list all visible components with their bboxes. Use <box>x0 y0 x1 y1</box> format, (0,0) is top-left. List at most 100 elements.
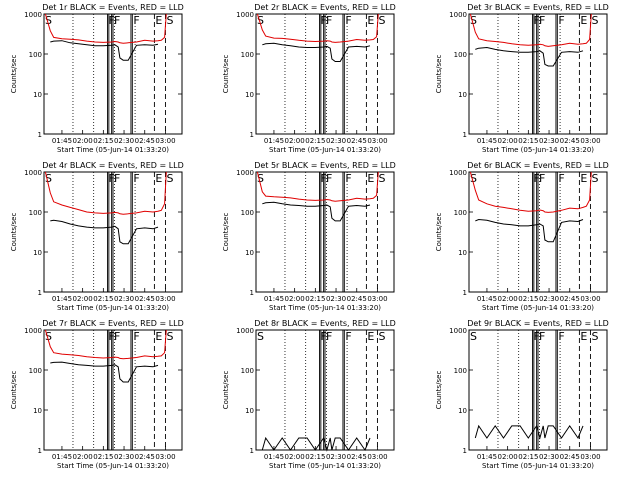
x-tick-label: 02:30 <box>114 137 134 145</box>
series-line-lld <box>44 171 167 215</box>
y-tick-label: 100 <box>29 367 42 375</box>
series-line-events <box>262 42 371 62</box>
x-tick-label: 03:00 <box>155 137 175 145</box>
series-line-events <box>261 436 371 452</box>
x-axis-label: Start Time (05-Jun-14 01:33:20) <box>269 304 381 312</box>
x-tick-label: 02:30 <box>539 453 559 461</box>
x-tick-label: 02:45 <box>347 137 367 145</box>
x-tick-label: 02:30 <box>114 453 134 461</box>
event-marker-label: F <box>558 172 564 185</box>
chart-panel-2: Det 2r BLACK = Events, RED = LLD 1 10 100 10… <box>222 3 396 154</box>
chart-panel-3: Det 3r BLACK = Events, RED = LLD 1 10 100 10… <box>435 3 609 154</box>
y-tick-label: 100 <box>454 367 467 375</box>
event-marker-label: S <box>166 14 173 27</box>
event-marker-label: S <box>470 330 477 343</box>
event-marker-label: F <box>345 172 351 185</box>
x-tick-label: 02:15 <box>305 295 325 303</box>
x-tick-label: 02:15 <box>93 137 113 145</box>
x-tick-label: 03:00 <box>367 137 387 145</box>
event-marker-label: S <box>45 14 52 27</box>
x-tick-label: 01:45 <box>52 137 72 145</box>
x-tick-label: 01:45 <box>477 453 497 461</box>
y-axis-label: Counts/sec <box>10 55 18 94</box>
event-marker-label: S <box>45 330 52 343</box>
chart-title: Det 4r BLACK = Events, RED = LLD <box>42 161 184 170</box>
y-tick-label: 1 <box>463 289 467 297</box>
x-tick-label: 02:00 <box>73 453 93 461</box>
y-axis-label: Counts/sec <box>10 371 18 410</box>
x-tick-label: 03:00 <box>367 295 387 303</box>
x-axis-label: Start Time (05-Jun-14 01:33:20) <box>269 462 381 470</box>
x-tick-label: 02:00 <box>73 295 93 303</box>
event-marker-label: E <box>580 14 587 27</box>
event-marker-label: S <box>166 330 173 343</box>
event-marker-label: S <box>378 14 385 27</box>
y-tick-label: 1 <box>463 131 467 139</box>
y-tick-label: 1000 <box>449 327 467 335</box>
x-tick-label: 02:30 <box>326 137 346 145</box>
y-axis-label: Counts/sec <box>10 213 18 252</box>
event-marker-label: E <box>580 330 587 343</box>
event-marker-label: F <box>114 172 120 185</box>
chart-title: Det 3r BLACK = Events, RED = LLD <box>467 3 609 12</box>
series-line-lld <box>44 329 167 360</box>
chart-title: Det 6r BLACK = Events, RED = LLD <box>467 161 609 170</box>
chart-panel-8: Det 8r BLACK = Events, RED = LLD 1 10 100 10… <box>222 319 396 470</box>
y-tick-label: 10 <box>458 91 467 99</box>
y-axis-label: Counts/sec <box>435 213 443 252</box>
series-line-events <box>50 361 159 383</box>
y-tick-label: 100 <box>241 51 254 59</box>
x-tick-label: 01:45 <box>477 137 497 145</box>
series-line-lld <box>469 13 592 47</box>
event-marker-label: E <box>155 330 162 343</box>
x-tick-label: 02:30 <box>539 137 559 145</box>
x-axis-label: Start Time (05-Jun-14 01:33:20) <box>57 304 169 312</box>
event-marker-label: E <box>580 172 587 185</box>
x-tick-label: 02:30 <box>326 453 346 461</box>
event-marker-label: E <box>155 14 162 27</box>
y-tick-label: 1 <box>250 289 254 297</box>
series-line-lld <box>469 171 592 213</box>
x-tick-label: 02:00 <box>498 295 518 303</box>
y-tick-label: 1000 <box>24 169 42 177</box>
event-marker-label: F <box>114 330 120 343</box>
event-marker-label: F <box>133 330 139 343</box>
chart-title: Det 1r BLACK = Events, RED = LLD <box>42 3 184 12</box>
x-tick-label: 02:15 <box>305 137 325 145</box>
x-tick-label: 02:45 <box>347 295 367 303</box>
x-axis-label: Start Time (05-Jun-14 01:33:20) <box>57 146 169 154</box>
x-tick-label: 02:00 <box>285 295 305 303</box>
y-axis-label: Counts/sec <box>222 371 230 410</box>
x-tick-label: 03:00 <box>155 295 175 303</box>
event-marker-label: F <box>539 14 545 27</box>
event-marker-label: F <box>345 14 351 27</box>
y-tick-label: 10 <box>33 91 42 99</box>
x-tick-label: 02:15 <box>518 295 538 303</box>
chart-title: Det 2r BLACK = Events, RED = LLD <box>254 3 396 12</box>
y-tick-label: 1 <box>38 289 42 297</box>
y-tick-label: 1 <box>38 447 42 455</box>
chart-title: Det 7r BLACK = Events, RED = LLD <box>42 319 184 328</box>
y-tick-label: 1000 <box>449 169 467 177</box>
x-axis-label: Start Time (05-Jun-14 01:33:20) <box>57 462 169 470</box>
x-tick-label: 02:45 <box>560 137 580 145</box>
chart-title: Det 9r BLACK = Events, RED = LLD <box>467 319 609 328</box>
event-marker-label: F <box>326 330 332 343</box>
x-tick-label: 02:15 <box>305 453 325 461</box>
series-line-events <box>475 218 584 243</box>
y-tick-label: 100 <box>241 209 254 217</box>
event-marker-label: F <box>539 172 545 185</box>
x-tick-label: 02:00 <box>498 137 518 145</box>
chart-panel-5: Det 5r BLACK = Events, RED = LLD 1 10 100 10… <box>222 161 396 312</box>
event-marker-label: S <box>257 330 264 343</box>
x-tick-label: 03:00 <box>155 453 175 461</box>
y-tick-label: 10 <box>245 407 254 415</box>
y-tick-label: 10 <box>245 91 254 99</box>
y-axis-label: Counts/sec <box>222 55 230 94</box>
y-tick-label: 1 <box>463 447 467 455</box>
event-marker-label: F <box>558 330 564 343</box>
chart-panel-6: Det 6r BLACK = Events, RED = LLD 1 10 100 10… <box>435 161 609 312</box>
event-marker-label: S <box>591 172 598 185</box>
event-marker-label: S <box>470 172 477 185</box>
